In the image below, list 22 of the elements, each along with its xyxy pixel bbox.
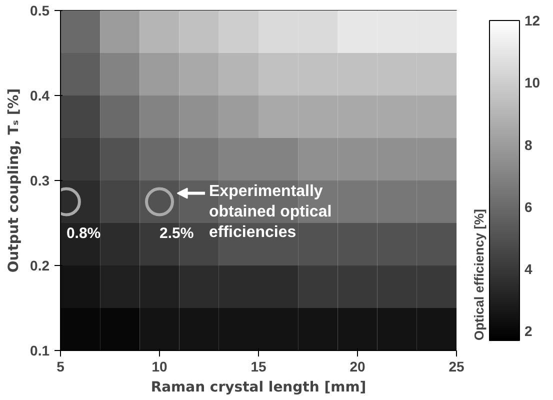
color-bar-label: 8 xyxy=(524,136,532,153)
color-bar-label: 10 xyxy=(524,74,540,91)
x-tick-label: 5 xyxy=(56,358,65,374)
annotation: 2.5% xyxy=(160,224,194,242)
color-bar-label: 6 xyxy=(524,198,532,215)
y-axis-title: Output coupling, Tₛ [%] xyxy=(6,88,22,273)
y-tick-label: 0.2 xyxy=(30,258,50,274)
y-tick-label: 0.4 xyxy=(30,88,50,104)
y-tick-label: 0.3 xyxy=(30,172,50,188)
annotation: 0.8% xyxy=(66,224,101,242)
x-tick-label: 20 xyxy=(350,358,366,374)
color-bar-label: 4 xyxy=(524,261,532,278)
color-bar-label: 2 xyxy=(524,323,532,340)
x-tick-label: 10 xyxy=(152,358,168,374)
color-bar-title: Optical efficiency [%] xyxy=(472,209,486,340)
x-tick-label: 15 xyxy=(250,358,266,374)
x-axis-title: Raman crystal length [mm] xyxy=(150,380,366,396)
color-bar-label: 12 xyxy=(524,12,540,28)
x-tick-label: 25 xyxy=(448,358,464,374)
annotation: Experimentally obtained optical efficiencies xyxy=(209,183,332,241)
y-tick-label: 0.1 xyxy=(30,342,50,358)
y-tick-label: 0.5 xyxy=(30,2,50,18)
